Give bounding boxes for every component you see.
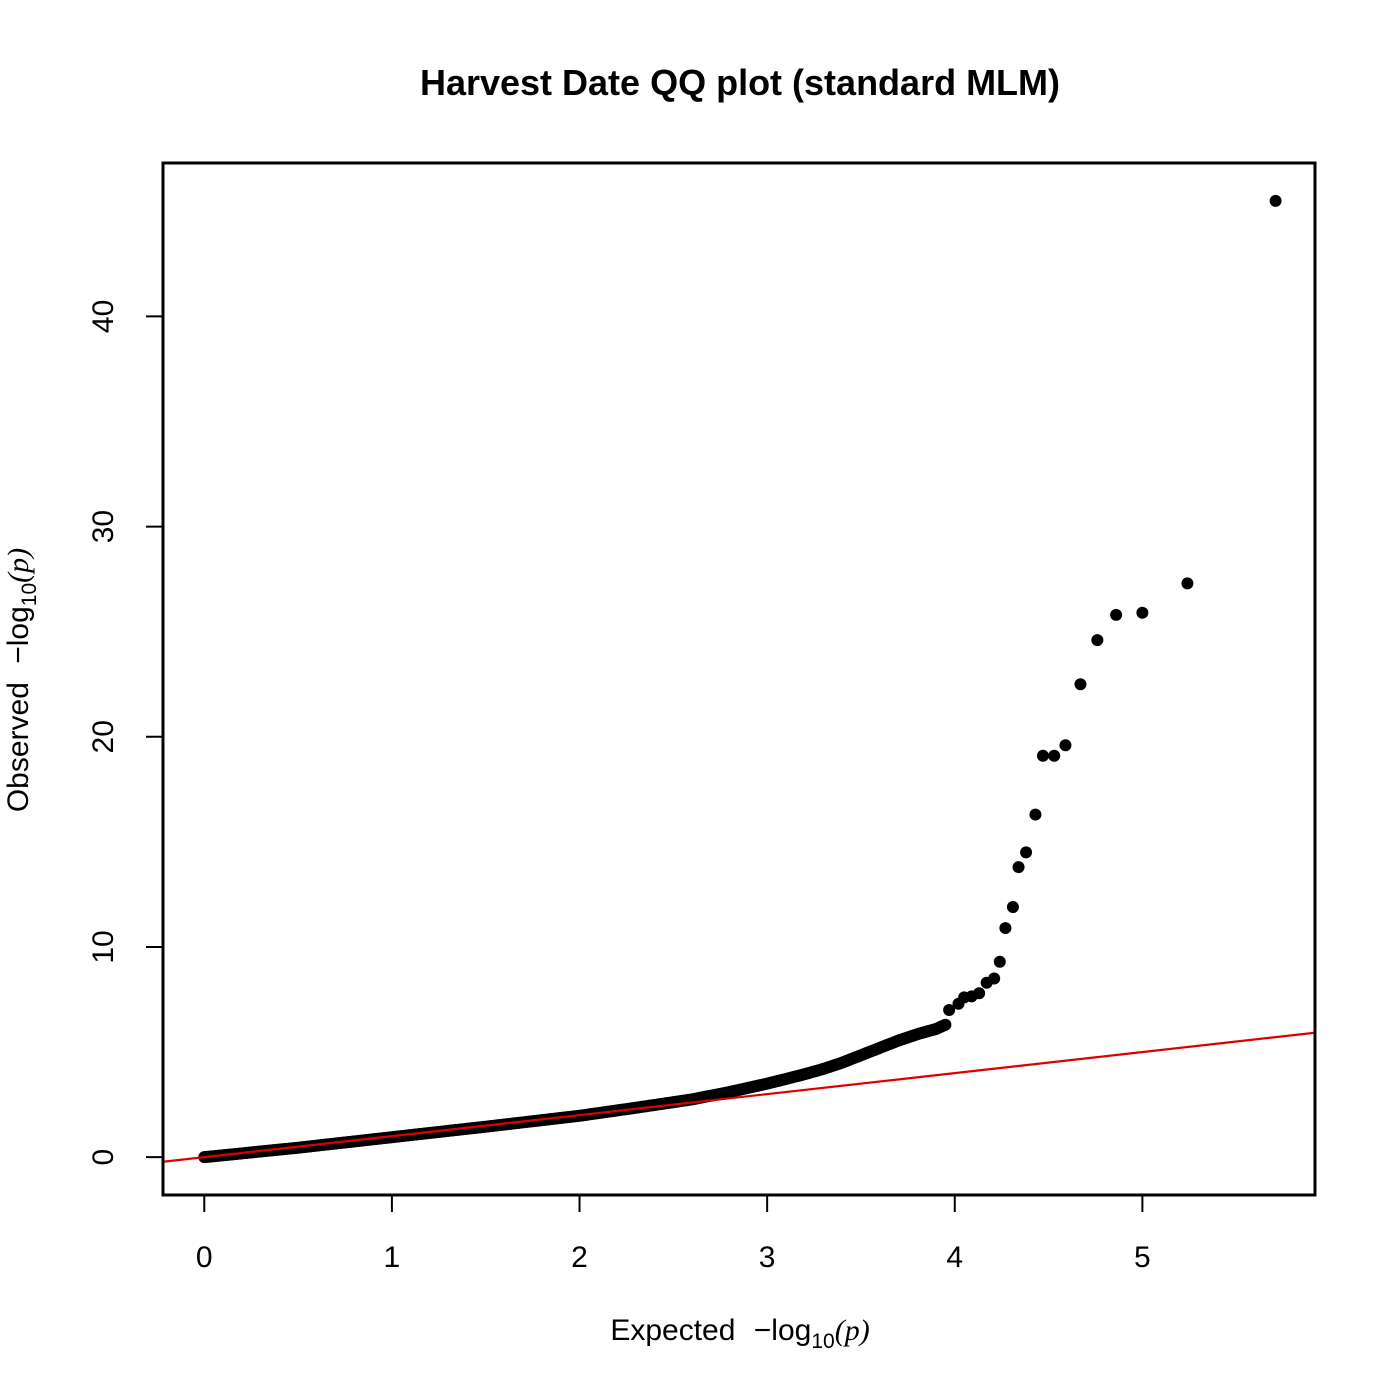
data-point	[1048, 749, 1061, 762]
x-axis-label-prefix: Expected	[610, 1314, 735, 1347]
y-tick-label: 10	[87, 930, 120, 963]
y-axis-label-minus: −	[2, 646, 35, 664]
data-point	[1059, 739, 1072, 752]
data-point	[1020, 846, 1033, 859]
points-layer	[198, 194, 1282, 1164]
y-tick-label: 20	[87, 720, 120, 753]
x-tick-label: 3	[759, 1241, 776, 1274]
data-point	[1269, 194, 1282, 207]
y-axis-label-open: (	[2, 571, 35, 583]
data-point	[1110, 608, 1123, 621]
y-tick-label: 30	[87, 510, 120, 543]
data-point	[1074, 678, 1087, 691]
y-axis: 0 10 20 30 40	[87, 300, 164, 1166]
reference-line	[163, 1031, 1315, 1163]
data-point	[939, 1018, 952, 1031]
y-axis-label-log: log	[2, 606, 35, 646]
plot-area	[163, 194, 1315, 1164]
data-point	[1012, 861, 1025, 874]
data-point	[999, 922, 1012, 935]
data-point	[973, 987, 986, 1000]
data-point	[1036, 749, 1049, 762]
x-axis: 0 1 2 3 4 5	[196, 1194, 1151, 1274]
data-point	[943, 1004, 956, 1017]
data-point	[1029, 808, 1042, 821]
chart-title: Harvest Date QQ plot (standard MLM)	[420, 62, 1060, 103]
data-point	[1136, 606, 1149, 619]
x-axis-label-close: )	[858, 1314, 870, 1347]
x-axis-label-open: (	[835, 1314, 847, 1347]
data-point	[1006, 901, 1019, 914]
x-tick-label: 1	[384, 1241, 401, 1274]
data-point	[993, 955, 1006, 968]
x-tick-label: 5	[1134, 1241, 1151, 1274]
x-axis-label-var: p	[843, 1314, 860, 1347]
x-tick-label: 2	[571, 1241, 588, 1274]
x-axis-label-log: log	[771, 1314, 811, 1347]
y-tick-label: 0	[87, 1149, 120, 1166]
x-axis-label: Expected −log10(p)	[610, 1314, 869, 1353]
x-tick-label: 0	[196, 1241, 213, 1274]
x-tick-label: 4	[946, 1241, 963, 1274]
y-axis-label: Observed −log10(p)	[2, 548, 41, 812]
y-axis-label-sub: 10	[18, 583, 41, 606]
data-point	[1181, 577, 1194, 590]
y-axis-label-var: p	[2, 558, 35, 575]
x-axis-label-sub: 10	[811, 1330, 834, 1353]
y-tick-label: 40	[87, 300, 120, 333]
y-axis-label-prefix: Observed	[2, 682, 35, 812]
data-point	[1091, 634, 1104, 647]
plot-frame	[161, 161, 1317, 1197]
x-axis-label-minus: −	[754, 1314, 772, 1347]
data-point	[988, 972, 1001, 985]
y-axis-label-close: )	[2, 548, 35, 560]
